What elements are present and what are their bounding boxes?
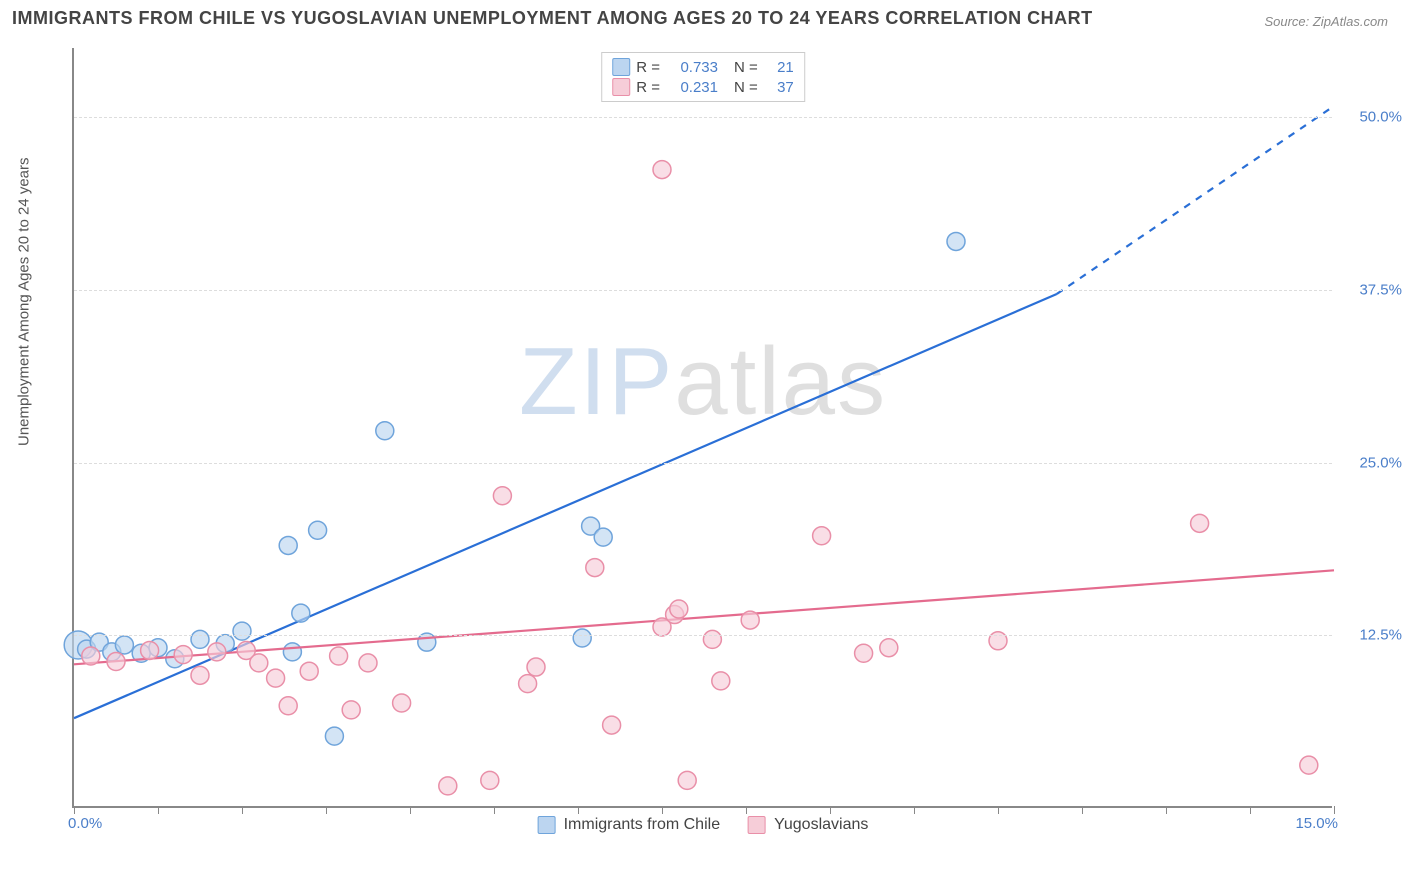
legend-n-value: 21	[764, 59, 794, 76]
chart-title: IMMIGRANTS FROM CHILE VS YUGOSLAVIAN UNE…	[12, 8, 1093, 29]
data-point	[880, 639, 898, 657]
data-point	[855, 644, 873, 662]
legend-r-value: 0.231	[666, 79, 718, 96]
data-point	[279, 697, 297, 715]
x-tick	[242, 806, 243, 814]
data-point	[233, 622, 251, 640]
gridline	[74, 635, 1332, 636]
x-tick	[1082, 806, 1083, 814]
y-tick-label: 37.5%	[1342, 281, 1402, 298]
data-point	[141, 641, 159, 659]
data-point	[603, 716, 621, 734]
data-point	[279, 536, 297, 554]
legend-correlation-box: R = 0.733 N = 21 R = 0.231 N = 37	[601, 52, 805, 102]
legend-series-label: Yugoslavians	[774, 816, 868, 834]
chart-plot-area: ZIPatlas R =0.733N =21R =0.231N =37 Immi…	[72, 48, 1332, 808]
chart-svg	[74, 48, 1332, 806]
x-tick	[326, 806, 327, 814]
legend-correlation-row: R = 0.733 N = 21	[612, 57, 794, 77]
legend-r-label: R =	[636, 59, 660, 76]
data-point	[481, 771, 499, 789]
data-point	[107, 653, 125, 671]
x-tick	[578, 806, 579, 814]
gridline	[74, 290, 1332, 291]
source-attribution: Source: ZipAtlas.com	[1264, 14, 1388, 29]
legend-correlation-row: R = 0.231 N = 37	[612, 77, 794, 97]
data-point	[703, 630, 721, 648]
legend-n-label: N =	[734, 79, 758, 96]
y-tick-label: 12.5%	[1342, 627, 1402, 644]
data-point	[191, 666, 209, 684]
data-point	[741, 611, 759, 629]
x-axis-max-label: 15.0%	[1295, 815, 1338, 832]
x-tick	[1250, 806, 1251, 814]
legend-swatch-icon	[748, 816, 766, 834]
legend-swatch-icon	[538, 816, 556, 834]
data-point	[208, 643, 226, 661]
data-point	[519, 675, 537, 693]
data-point	[813, 527, 831, 545]
data-point	[439, 777, 457, 795]
gridline	[74, 117, 1332, 118]
x-tick	[74, 806, 75, 814]
legend-swatch-icon	[612, 58, 630, 76]
x-tick	[830, 806, 831, 814]
data-point	[712, 672, 730, 690]
data-point	[292, 604, 310, 622]
data-point	[594, 528, 612, 546]
data-point	[359, 654, 377, 672]
data-point	[283, 643, 301, 661]
legend-series-label: Immigrants from Chile	[564, 816, 720, 834]
data-point	[250, 654, 268, 672]
data-point	[267, 669, 285, 687]
x-tick	[1334, 806, 1335, 814]
data-point	[653, 161, 671, 179]
x-tick	[998, 806, 999, 814]
y-tick-label: 50.0%	[1342, 109, 1402, 126]
data-point	[527, 658, 545, 676]
data-point	[191, 630, 209, 648]
data-point	[586, 559, 604, 577]
data-point	[393, 694, 411, 712]
x-tick	[914, 806, 915, 814]
x-tick	[662, 806, 663, 814]
data-point	[325, 727, 343, 745]
data-point	[947, 232, 965, 250]
legend-n-label: N =	[734, 59, 758, 76]
gridline	[74, 463, 1332, 464]
y-axis-label: Unemployment Among Ages 20 to 24 years	[16, 157, 33, 446]
legend-series-item: Immigrants from Chile	[538, 816, 720, 834]
data-point	[1191, 514, 1209, 532]
legend-n-value: 37	[764, 79, 794, 96]
data-point	[300, 662, 318, 680]
x-tick	[410, 806, 411, 814]
data-point	[342, 701, 360, 719]
legend-swatch-icon	[612, 78, 630, 96]
data-point	[670, 600, 688, 618]
x-tick	[494, 806, 495, 814]
regression-line-dashed	[1057, 106, 1334, 294]
data-point	[1300, 756, 1318, 774]
legend-series-item: Yugoslavians	[748, 816, 868, 834]
data-point	[376, 422, 394, 440]
legend-r-value: 0.733	[666, 59, 718, 76]
data-point	[330, 647, 348, 665]
data-point	[493, 487, 511, 505]
x-tick	[1166, 806, 1167, 814]
data-point	[573, 629, 591, 647]
data-point	[82, 647, 100, 665]
y-tick-label: 25.0%	[1342, 454, 1402, 471]
legend-series: Immigrants from Chile Yugoslavians	[538, 816, 869, 834]
data-point	[174, 646, 192, 664]
x-tick	[158, 806, 159, 814]
x-tick	[746, 806, 747, 814]
regression-line	[74, 570, 1334, 664]
data-point	[309, 521, 327, 539]
data-point	[678, 771, 696, 789]
legend-r-label: R =	[636, 79, 660, 96]
data-point	[115, 636, 133, 654]
x-axis-min-label: 0.0%	[68, 815, 102, 832]
